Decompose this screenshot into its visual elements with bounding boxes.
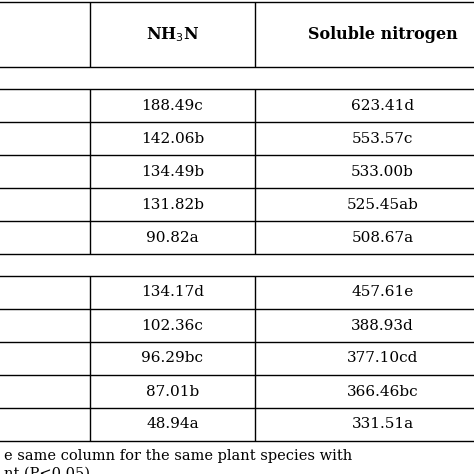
Text: 525.45ab: 525.45ab	[346, 198, 419, 211]
Text: 48.94a: 48.94a	[146, 418, 199, 431]
Text: e same column for the same plant species with: e same column for the same plant species…	[4, 449, 352, 463]
Text: 90.82a: 90.82a	[146, 230, 199, 245]
Text: 142.06b: 142.06b	[141, 131, 204, 146]
Text: Soluble nitrogen: Soluble nitrogen	[308, 26, 457, 43]
Text: 131.82b: 131.82b	[141, 198, 204, 211]
Text: 134.49b: 134.49b	[141, 164, 204, 179]
Text: 533.00b: 533.00b	[351, 164, 414, 179]
Text: 388.93d: 388.93d	[351, 319, 414, 332]
Text: 331.51a: 331.51a	[351, 418, 413, 431]
Text: 87.01b: 87.01b	[146, 384, 199, 399]
Text: nt (P<0.05): nt (P<0.05)	[4, 467, 90, 474]
Text: 553.57c: 553.57c	[352, 131, 413, 146]
Text: 508.67a: 508.67a	[351, 230, 413, 245]
Text: 457.61e: 457.61e	[351, 285, 414, 300]
Text: 623.41d: 623.41d	[351, 99, 414, 112]
Text: 377.10cd: 377.10cd	[347, 352, 418, 365]
Text: 96.29bc: 96.29bc	[142, 352, 203, 365]
Text: 188.49c: 188.49c	[142, 99, 203, 112]
Text: 134.17d: 134.17d	[141, 285, 204, 300]
Text: 102.36c: 102.36c	[142, 319, 203, 332]
Text: NH$_3$N: NH$_3$N	[146, 25, 199, 44]
Text: 366.46bc: 366.46bc	[346, 384, 419, 399]
